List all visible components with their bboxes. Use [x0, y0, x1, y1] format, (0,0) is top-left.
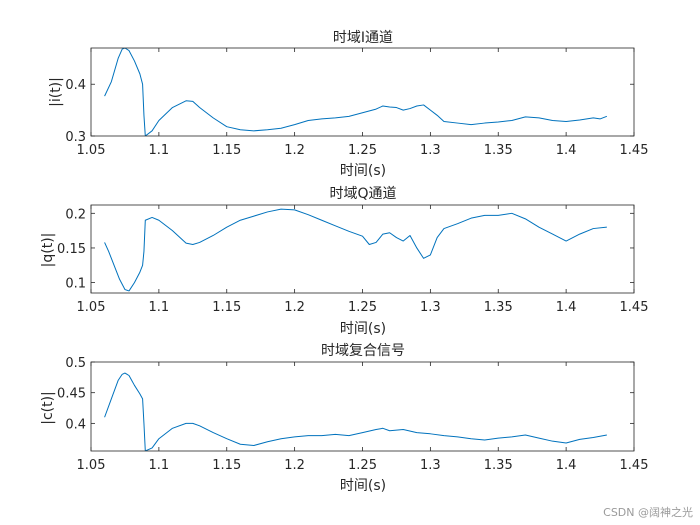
subplot-i-channel: 时域I通道 时间(s) |i(t)| — [48, 30, 393, 179]
y-tick-label: 0.2 — [65, 207, 86, 222]
y-tick-label: 0.3 — [65, 130, 86, 145]
x-tick-label: 1.1 — [149, 458, 170, 473]
x-tick-label: 1.25 — [348, 458, 377, 473]
x-tick-label: 1.45 — [620, 300, 649, 315]
x-axis-label: 时间(s) — [340, 321, 386, 337]
x-tick-label: 1.05 — [77, 300, 106, 315]
chart-title: 时域复合信号 — [321, 342, 405, 359]
y-tick-label: 0.4 — [65, 78, 86, 93]
axes-group: 1.05 1.1 1.15 1.2 1.25 1.3 1.35 1.4 1.45 0.1 0.15 0… — [57, 204, 649, 315]
x-axis-label: 时间(s) — [340, 163, 386, 179]
x-tick-label: 1.15 — [212, 458, 241, 473]
x-tick-label: 1.25 — [348, 300, 377, 315]
x-tick-label: 1.35 — [484, 458, 513, 473]
subplot-q-channel: 时域Q通道 时间(s) |q(t)| — [40, 186, 397, 337]
series-line — [104, 208, 607, 292]
x-tick-label: 1.45 — [620, 143, 649, 158]
axes-group: 1.05 1.1 1.15 1.2 1.25 1.3 1.35 1.4 1.45 0.3 0.4 — [65, 47, 649, 158]
x-tick-label: 1.15 — [212, 143, 241, 158]
y-axis-label: |c(t)| — [40, 391, 56, 425]
x-tick-label: 1.35 — [484, 143, 513, 158]
x-tick-label: 1.2 — [284, 458, 305, 473]
y-axis-label: |i(t)| — [48, 77, 64, 107]
x-tick-label: 1.3 — [420, 143, 441, 158]
y-tick-label: 0.4 — [65, 417, 86, 432]
x-tick-label: 1.05 — [77, 458, 106, 473]
chart-title: 时域I通道 — [333, 30, 393, 46]
y-tick-label: 0.5 — [65, 356, 86, 371]
x-tick-label: 1.3 — [420, 300, 441, 315]
x-tick-label: 1.2 — [284, 143, 305, 158]
x-tick-label: 1.35 — [484, 300, 513, 315]
series-line — [104, 48, 608, 136]
x-tick-label: 1.4 — [556, 143, 577, 158]
x-tick-label: 1.05 — [77, 143, 106, 158]
x-axis-label: 时间(s) — [340, 478, 386, 494]
x-tick-label: 1.15 — [212, 300, 241, 315]
axes-group: 1.05 1.1 1.15 1.2 1.25 1.3 1.35 1.4 1.45 0.4 0.45 0… — [57, 356, 648, 473]
x-tick-label: 1.45 — [620, 458, 649, 473]
x-tick-label: 1.4 — [556, 300, 577, 315]
y-tick-label: 0.1 — [65, 277, 86, 292]
x-tick-label: 1.2 — [284, 300, 305, 315]
chart-title: 时域Q通道 — [329, 186, 396, 202]
subplot-composite-signal: 时域复合信号 时间(s) |c(t)| — [40, 342, 405, 494]
y-tick-label: 0.15 — [57, 242, 86, 257]
watermark-text: CSDN @阔神之光 — [603, 505, 693, 519]
x-tick-label: 1.4 — [556, 458, 577, 473]
y-tick-label: 0.45 — [57, 387, 86, 402]
x-tick-label: 1.1 — [149, 300, 170, 315]
x-tick-label: 1.1 — [149, 143, 170, 158]
x-tick-label: 1.25 — [348, 143, 377, 158]
x-tick-label: 1.3 — [420, 458, 441, 473]
series-line — [104, 372, 607, 451]
y-axis-label: |q(t)| — [40, 233, 56, 268]
